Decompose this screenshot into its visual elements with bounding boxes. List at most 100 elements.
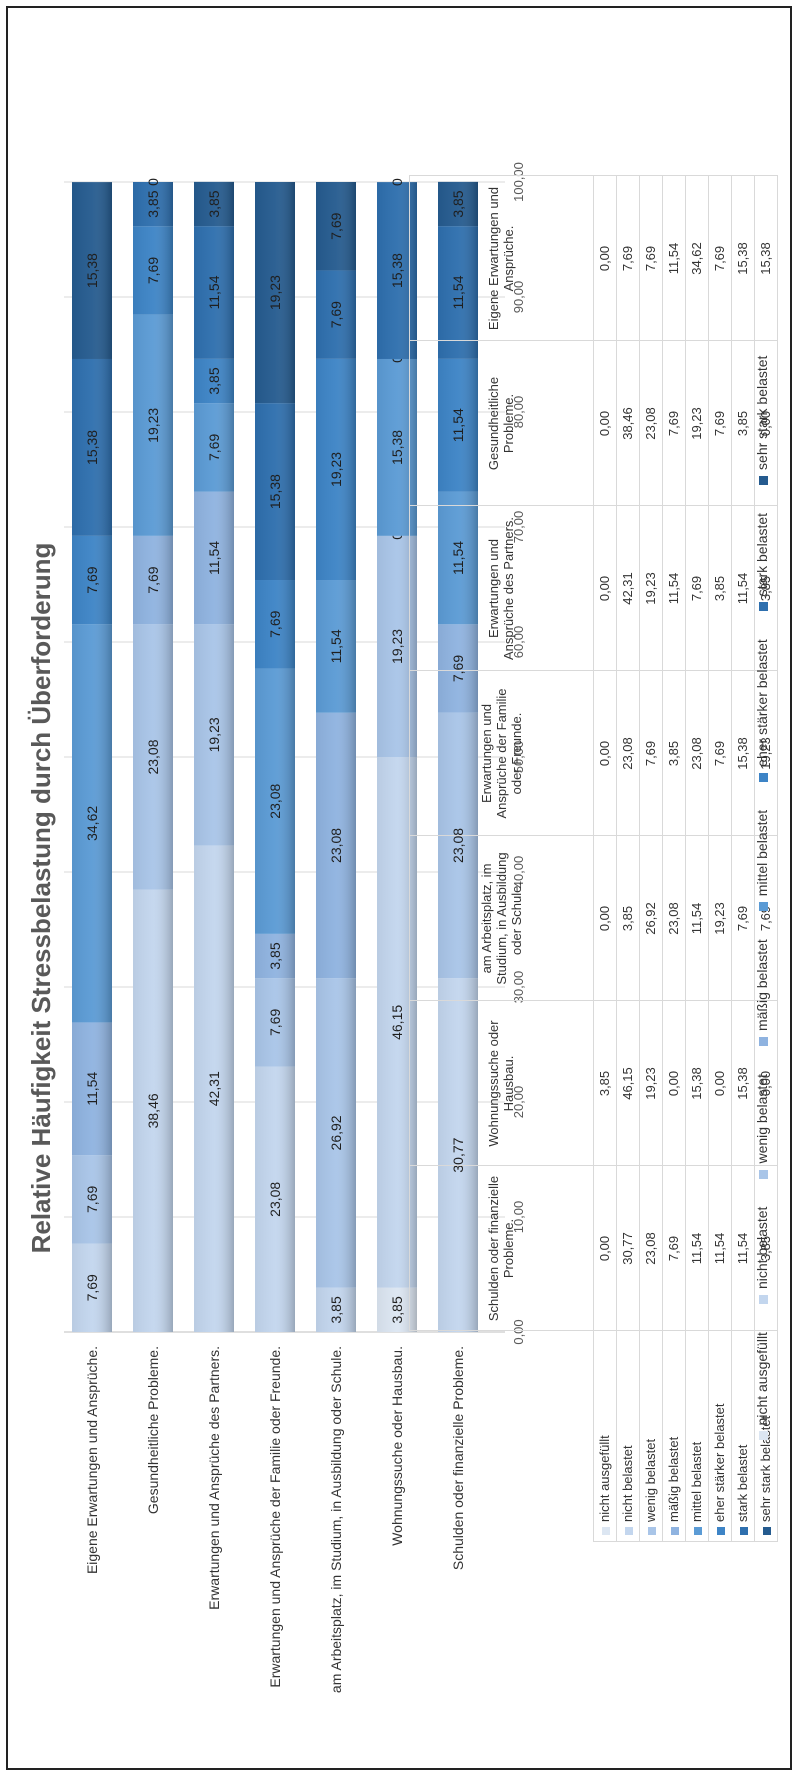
data-label: 23,08 (145, 739, 161, 774)
bar-segment-shade (194, 491, 234, 625)
data-label: 3,85 (206, 190, 222, 217)
tick-label: 20,00 (511, 1086, 526, 1119)
data-label: 3,85 (267, 942, 283, 969)
table-row: mittel belastet 11,54 15,38 11,54 23,08 7,69 1… (685, 176, 708, 1542)
table-row: mäßig belastet 7,69 0,00 23,08 3,85 11,54 7,69… (662, 176, 685, 1542)
tick-label: 70,00 (511, 511, 526, 544)
bar-segment-shade (377, 535, 417, 757)
bar-segment-shade (316, 358, 356, 581)
table-row: nicht ausgefüllt 0,00 3,85 0,00 0,00 0,00 0,00… (593, 176, 616, 1542)
table-cell: 0,00 (593, 836, 616, 1001)
data-label: 19,23 (328, 452, 344, 487)
series-key-swatch (601, 1527, 610, 1535)
bar-segment-shade (316, 580, 356, 713)
table-row-header: stark belastet (731, 1331, 754, 1542)
table-cell: 7,69 (662, 341, 685, 506)
table-cell: 23,08 (685, 671, 708, 836)
table-row-header: mäßig belastet (662, 1331, 685, 1542)
bar-segment-shade (194, 226, 234, 359)
table-row: nicht belastet 30,77 46,15 3,85 23,08 42,31 38… (616, 176, 639, 1542)
legend-item: eher stärker belastet (754, 639, 770, 782)
table-cell: 11,54 (731, 1166, 754, 1331)
tick-label: 60,00 (511, 626, 526, 659)
legend-item: stark belastet (754, 513, 770, 612)
table-cell: 42,31 (616, 506, 639, 671)
series-name: nicht ausgefüllt (597, 1435, 612, 1522)
data-label: 0 (389, 178, 405, 186)
table-cell: 34,62 (685, 176, 708, 341)
bar-segment-shade (438, 712, 478, 979)
bar-segment-shade (255, 978, 295, 1067)
tick-label: 80,00 (511, 396, 526, 429)
category-label: Schulden oder finanzielle Probleme. (450, 1346, 466, 1570)
data-label: 30,77 (450, 1137, 466, 1172)
tick-label: 0,00 (511, 1319, 526, 1344)
data-label: 3,85 (145, 190, 161, 217)
data-label: 38,46 (145, 1093, 161, 1128)
series-key-swatch (739, 1527, 748, 1535)
table-row: wenig belastet 23,08 19,23 26,92 7,69 19,23 23… (639, 176, 662, 1542)
chart-plot: 0,00 10,00 20,00 30,00 40,00 50,00 60,00 70,00 8… (64, 162, 526, 1693)
data-label: 3,85 (328, 1296, 344, 1323)
table-cell: 0,00 (708, 1001, 731, 1166)
table-row-header: wenig belastet (639, 1331, 662, 1542)
table-column-header: Gesundheitliche Probleme. (409, 341, 593, 506)
bar-segment-shade (255, 933, 295, 979)
table-cell: 7,69 (708, 671, 731, 836)
table-cell: 26,92 (639, 836, 662, 1001)
table-column-header: Wohnungssuche oder Hausbau. (409, 1001, 593, 1166)
bar-segment-shade (316, 270, 356, 359)
series-key-swatch (693, 1527, 702, 1535)
bar-segment-shade (72, 358, 112, 536)
data-label: 3,85 (389, 1296, 405, 1323)
bar-segment-shade (316, 978, 356, 1288)
data-label: 7,69 (267, 610, 283, 637)
table-column-header: Schulden oder finanzielle Probleme. (409, 1166, 593, 1331)
data-label: 7,69 (206, 434, 222, 461)
category-label: Eigene Erwartungen und Ansprüche. (84, 1346, 100, 1574)
category-label: Gesundheitliche Probleme. (145, 1346, 161, 1514)
data-label: 23,08 (267, 783, 283, 818)
table-cell: 7,69 (616, 176, 639, 341)
series-name: mäßig belastet (666, 1436, 681, 1522)
series-key-swatch (670, 1527, 679, 1535)
legend-item: mäßig belastet (754, 939, 770, 1047)
bar-segment-shade (438, 358, 478, 492)
data-label: 23,08 (328, 828, 344, 863)
bar-segment-shade (377, 182, 417, 359)
legend-swatch (758, 1037, 768, 1047)
table-cell: 11,54 (662, 176, 685, 341)
series-name: eher stärker belastet (712, 1403, 727, 1522)
table-cell: 3,85 (662, 671, 685, 836)
table-cell: 11,54 (708, 1166, 731, 1331)
bar-segment-shade (72, 1022, 112, 1156)
table-cell: 11,54 (731, 506, 754, 671)
table-row-header: nicht ausgefüllt (593, 1331, 616, 1542)
series-name: nicht belastet (620, 1445, 635, 1522)
data-label: 15,38 (84, 430, 100, 465)
legend-label: mäßig belastet (754, 939, 770, 1032)
series-key-swatch (647, 1527, 656, 1535)
table-row-header: nicht belastet (616, 1331, 639, 1542)
legend-swatch (758, 1431, 768, 1441)
bar-segment-shade (438, 226, 478, 359)
table-cell: 15,38 (685, 1001, 708, 1166)
legend-swatch (758, 475, 768, 485)
table-cell: 46,15 (616, 1001, 639, 1166)
bar-segment-shade (438, 181, 478, 227)
table-corner (410, 1331, 594, 1542)
legend-label: sehr stark belastet (754, 355, 770, 470)
category-label: am Arbeitsplatz, im Studium, in Ausbildu… (328, 1346, 344, 1693)
legend-label: nicht ausgefüllt (754, 1332, 770, 1426)
bar-segment-shade (72, 182, 112, 359)
bar-segment-shade (316, 182, 356, 271)
bar-segment-shade (377, 757, 417, 1288)
data-label: 34,62 (84, 806, 100, 841)
table-cell: 30,77 (616, 1166, 639, 1331)
tick-label: 100,00 (511, 162, 526, 202)
data-label: 7,69 (145, 566, 161, 593)
table-cell: 23,08 (616, 671, 639, 836)
table-column-header: Erwartungen und Ansprüche des Partners. (409, 506, 593, 671)
bar-segment-shade (133, 535, 173, 625)
data-label: 15,38 (389, 253, 405, 288)
